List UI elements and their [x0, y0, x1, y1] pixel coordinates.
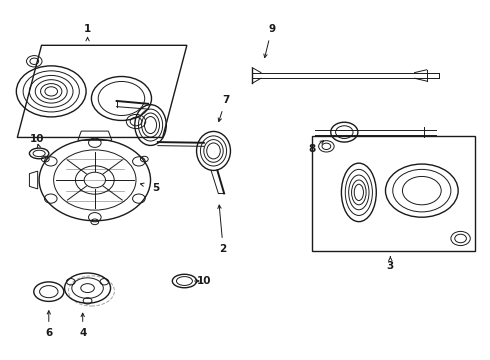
Text: 4: 4	[79, 328, 86, 338]
Text: 10: 10	[29, 134, 44, 144]
Text: 9: 9	[268, 24, 275, 34]
Text: 1: 1	[84, 24, 91, 34]
Text: 6: 6	[45, 328, 52, 338]
Text: 10: 10	[196, 276, 211, 286]
Text: 3: 3	[387, 261, 394, 271]
Text: 5: 5	[152, 183, 159, 193]
Text: 7: 7	[222, 95, 229, 105]
Text: 2: 2	[220, 244, 227, 254]
Text: 8: 8	[308, 144, 316, 154]
